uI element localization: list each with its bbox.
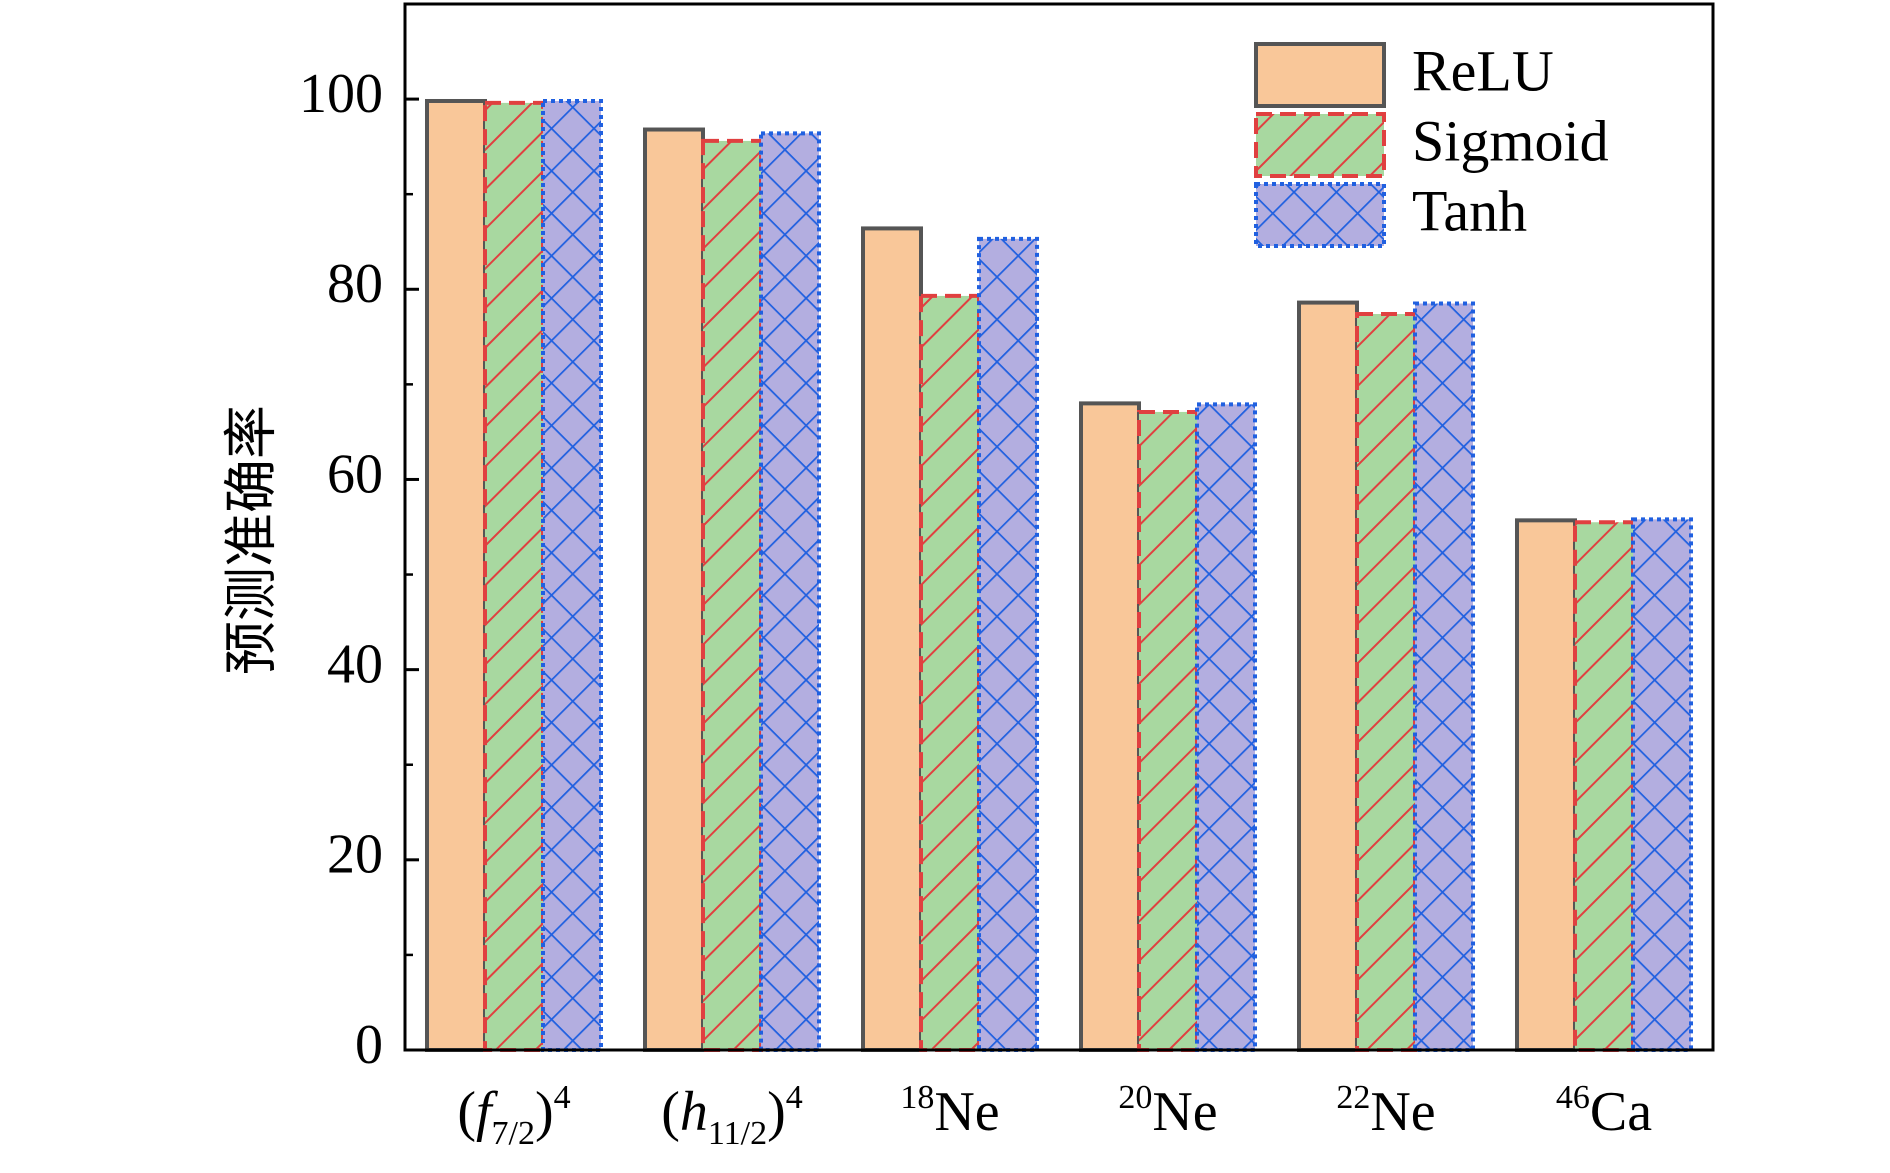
bar-sigmoid-2: [919, 293, 981, 1052]
bar-relu-1: [643, 127, 705, 1052]
legend-label-relu: ReLU: [1412, 38, 1554, 103]
bars-layer: [425, 98, 1693, 1053]
bar-relu-5: [1515, 518, 1577, 1052]
x-category-label-4: 22Ne: [1336, 1079, 1435, 1143]
bar-tanh-3: [1195, 402, 1257, 1053]
bar-sigmoid-4: [1355, 311, 1417, 1053]
y-tick-label-100: 100: [299, 63, 383, 125]
labels-layer: 0 20 40 60 80 100 (f7/2)4 (h11/2)4 18Ne 20Ne 22Ne 4…: [299, 63, 1652, 1152]
bar-sigmoid-3: [1137, 409, 1199, 1052]
x-category-label-1: (h11/2)4: [661, 1079, 803, 1152]
x-category-label-0: (f7/2)4: [457, 1079, 570, 1152]
bar-sigmoid-0: [483, 100, 545, 1053]
x-category-label-2: 18Ne: [900, 1079, 999, 1143]
bar-relu-4: [1297, 300, 1359, 1052]
bar-tanh-0: [541, 98, 603, 1052]
bar-sigmoid-5: [1573, 520, 1635, 1052]
bar-tanh-5: [1631, 517, 1693, 1052]
legend-swatch-tanh: [1254, 182, 1386, 248]
plot-frame: [403, 2, 1715, 1052]
y-tick-label-0: 0: [355, 1014, 383, 1076]
bar-sigmoid-1: [701, 138, 763, 1052]
y-tick-label-20: 20: [327, 824, 383, 886]
legend-label-sigmoid: Sigmoid: [1412, 108, 1609, 173]
y-tick-label-80: 80: [327, 253, 383, 315]
legend-swatch-relu: [1254, 42, 1386, 108]
bar-relu-3: [1079, 401, 1141, 1052]
axes-layer: [403, 2, 1715, 1052]
x-category-label-3: 20Ne: [1118, 1079, 1217, 1143]
y-axis-title: 预测准确率: [220, 405, 283, 675]
bar-relu-2: [861, 226, 923, 1052]
bar-tanh-1: [759, 131, 821, 1053]
bar-tanh-2: [977, 236, 1039, 1052]
bar-relu-0: [425, 98, 487, 1052]
x-category-label-5: 46Ca: [1556, 1079, 1652, 1143]
y-tick-label-60: 60: [327, 443, 383, 505]
legend-swatch-sigmoid: [1254, 112, 1386, 178]
bar-tanh-4: [1413, 301, 1475, 1052]
y-tick-label-40: 40: [327, 633, 383, 695]
legend-label-tanh: Tanh: [1412, 178, 1527, 243]
